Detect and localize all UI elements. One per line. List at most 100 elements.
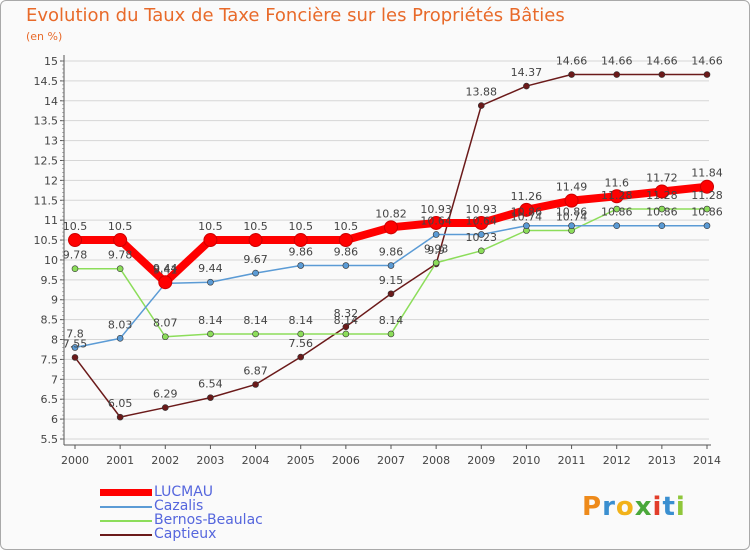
data-point (519, 202, 534, 217)
data-label: 10.86 (691, 206, 723, 219)
logo-letter: P (582, 492, 603, 522)
x-tick-label: 2003 (196, 454, 224, 467)
data-label: 10.64 (420, 214, 452, 227)
data-label: 10.64 (466, 214, 498, 227)
data-label: 9.86 (288, 246, 313, 259)
data-label: 8.14 (334, 314, 359, 327)
data-point (658, 222, 666, 230)
chart-title: Evolution du Taux de Taxe Foncière sur l… (26, 5, 565, 26)
data-point (477, 247, 485, 255)
data-point (116, 413, 124, 421)
proxiti-logo: Proxiti (582, 492, 686, 522)
data-label: 9.41 (153, 263, 178, 276)
data-point (252, 269, 259, 277)
data-label: 10.86 (511, 206, 543, 219)
data-label: 6.29 (153, 388, 178, 401)
data-point (613, 205, 621, 213)
data-point (116, 335, 124, 342)
logo-letter: i (652, 492, 663, 522)
x-tick-label: 2005 (287, 454, 315, 467)
logo-letter: t (662, 492, 676, 522)
data-label: 8.14 (379, 314, 404, 327)
data-point (342, 330, 350, 338)
legend-swatch (100, 534, 152, 536)
y-tick-label: 6 (51, 413, 58, 426)
data-point (658, 205, 666, 213)
data-label: 9.78 (63, 249, 88, 262)
data-point (654, 184, 669, 199)
data-point (71, 354, 79, 361)
data-point (116, 265, 124, 273)
data-label: 14.66 (601, 55, 633, 68)
data-label: 8.07 (153, 317, 178, 330)
data-label: 9.67 (243, 253, 268, 266)
y-tick-label: 15 (44, 55, 58, 68)
legend-label: LUCMAU (154, 484, 214, 500)
data-label: 10.5 (243, 220, 268, 233)
x-tick-label: 2004 (242, 454, 270, 467)
data-point (68, 233, 82, 248)
legend-swatch (100, 520, 152, 522)
data-point (297, 353, 305, 361)
data-label: 11.84 (691, 167, 723, 180)
data-label: 11.28 (601, 189, 633, 202)
data-point (161, 404, 169, 411)
data-label: 11.26 (511, 190, 543, 203)
data-point (658, 71, 666, 78)
data-label: 8.03 (108, 318, 133, 331)
data-label: 10.23 (466, 231, 498, 244)
data-label: 10.82 (375, 207, 407, 220)
data-point (609, 189, 624, 204)
data-label: 11.28 (646, 189, 678, 202)
data-point (432, 231, 440, 238)
y-tick-label: 12 (44, 174, 58, 187)
data-point (564, 193, 579, 208)
data-label: 10.5 (108, 220, 133, 233)
y-tick-label: 13 (44, 135, 58, 148)
data-label: 10.5 (288, 220, 313, 233)
data-label: 8.14 (198, 314, 223, 327)
x-tick-label: 2007 (377, 454, 405, 467)
x-tick-label: 2008 (422, 454, 450, 467)
data-point (113, 233, 128, 248)
legend-swatch (100, 489, 152, 496)
data-point (429, 215, 444, 230)
data-point (71, 344, 79, 351)
data-label: 6.05 (108, 397, 133, 410)
data-point (71, 265, 79, 273)
x-tick-label: 2006 (332, 454, 360, 467)
legend-label: Captieux (154, 526, 217, 542)
data-label: 14.37 (511, 66, 543, 79)
x-tick-label: 2009 (467, 454, 495, 467)
data-point (474, 215, 489, 230)
data-point (252, 330, 259, 338)
x-tick-label: 2010 (512, 454, 540, 467)
data-label: 9.44 (153, 262, 178, 275)
data-point (523, 222, 530, 230)
x-tick-label: 2013 (648, 454, 676, 467)
data-point (387, 330, 395, 338)
data-label: 10.74 (556, 211, 588, 224)
data-point (203, 233, 218, 248)
data-label: 10.5 (198, 220, 223, 233)
y-tick-label: 10 (44, 254, 58, 267)
y-unit-label: (en %) (26, 30, 63, 43)
y-tick-label: 5.5 (41, 433, 59, 446)
y-tick-label: 7.5 (41, 353, 59, 366)
data-point (477, 102, 485, 109)
data-label: 9.44 (198, 262, 223, 275)
data-label: 13.88 (466, 86, 498, 99)
y-tick-label: 11 (44, 214, 58, 227)
data-point (703, 71, 711, 78)
y-tick-label: 7 (51, 373, 58, 386)
x-tick-label: 2012 (603, 454, 631, 467)
legend-label: Bernos-Beaulac (154, 512, 263, 528)
data-point (613, 71, 621, 78)
data-label: 14.66 (646, 55, 678, 68)
data-point (207, 278, 214, 286)
data-label: 7.55 (63, 337, 88, 350)
data-point (568, 222, 575, 230)
data-label: 10.74 (511, 211, 543, 224)
data-label: 10.93 (420, 203, 452, 216)
